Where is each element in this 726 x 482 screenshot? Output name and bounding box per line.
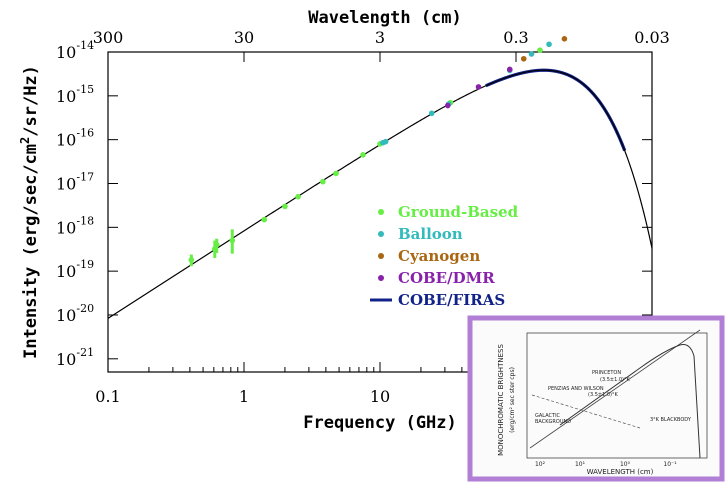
top-axis-title: Wavelength (cm)	[308, 8, 462, 28]
y-axis-title-part: Intensity (erg/sec/cm	[21, 144, 41, 359]
balloon-point	[546, 41, 552, 48]
inset-y-label: MONOCHROMATIC BRIGHTNESS	[497, 344, 505, 456]
inset-annotation-penzias-temp: (3.5±1.0)°K	[588, 392, 618, 398]
inset-1965-figure: MONOCHROMATIC BRIGHTNESS (erg/cm² sec st…	[467, 315, 725, 482]
balloon-point	[382, 138, 389, 145]
legend-label-balloon: Balloon	[398, 225, 463, 243]
y-tick-exponent: -18	[76, 214, 94, 227]
x-tick-label: 1	[239, 387, 249, 406]
top-tick-label: 30	[234, 28, 254, 47]
x-axis-title: Frequency (GHz)	[303, 413, 457, 433]
balloon-point	[528, 51, 535, 57]
y-tick-label: 10-16	[56, 127, 94, 150]
ground-based-point	[229, 237, 236, 244]
legend-swatch-cobe-dmr	[378, 275, 384, 281]
inset-x-tick-label: 10¹	[575, 461, 586, 468]
legend-label-cobe-dmr: COBE/DMR	[398, 269, 495, 287]
y-tick-label: 10-19	[56, 258, 94, 281]
y-tick-exponent: -15	[76, 83, 94, 96]
y-tick-label: 10-20	[56, 302, 94, 325]
balloon-point	[428, 110, 435, 117]
cobe-dmr-point	[475, 84, 482, 90]
data-points	[188, 36, 568, 267]
y-tick-label: 10-21	[56, 346, 94, 369]
legend-swatch-ground-based	[378, 209, 384, 215]
inset-annotation-princeton: PRINCETON	[592, 370, 621, 376]
top-tick-label: 3	[375, 28, 385, 47]
cobe-dmr-point	[444, 102, 451, 109]
y-tick-exponent: -21	[76, 346, 94, 359]
ground-based-point	[537, 47, 543, 53]
legend-label-cyanogen: Cyanogen	[398, 247, 480, 265]
inset-blackbody-curve	[559, 344, 701, 459]
ground-based-point	[320, 178, 326, 185]
ground-based-point	[261, 216, 268, 223]
ground-based-point	[360, 152, 366, 158]
ground-based-point	[282, 203, 288, 210]
inset-y-units: (erg/cm² sec ster cps)	[509, 367, 516, 433]
inset-rayleigh-jeans-line	[529, 329, 701, 449]
y-axis-title-part: /sr/Hz)	[21, 65, 41, 137]
inset-annotation-blackbody: 3°K BLACKBODY	[650, 417, 692, 423]
curves	[107, 68, 653, 319]
inset-border	[467, 315, 725, 482]
y-tick-label: 10-15	[56, 83, 94, 106]
legend-swatch-cyanogen	[378, 253, 384, 259]
inset-annotation-penzias: PENZIAS AND WILSON	[548, 386, 604, 392]
cyanogen-point	[520, 55, 527, 62]
y-tick-exponent: -16	[76, 127, 94, 140]
inset-plot-frame	[526, 332, 708, 459]
y-tick-exponent: -19	[76, 258, 94, 271]
y-tick-exponent: -17	[76, 170, 94, 183]
inset-x-tick-label: 10⁰	[620, 461, 631, 468]
top-tick-label: 0.03	[634, 28, 670, 47]
cyanogen-point	[561, 36, 568, 42]
y-tick-label: 10-18	[56, 214, 94, 237]
legend-label-ground-based: Ground-Based	[398, 203, 519, 221]
blackbody-curve	[107, 69, 653, 319]
inset-annotation-galactic: GALACTIC	[535, 413, 561, 419]
y-tick-label: 10-17	[56, 170, 94, 193]
y-tick-exponent: -20	[76, 302, 94, 315]
x-tick-label: 0.1	[95, 387, 120, 406]
inset-x-tick-label: 10²	[535, 461, 546, 468]
inset-annotation-background: BACKGROUND	[535, 419, 571, 425]
inset-x-label: WAVELENGTH (cm)	[587, 468, 654, 476]
firas-curve	[485, 68, 627, 152]
ground-based-point	[295, 193, 301, 200]
x-tick-label: 10	[370, 387, 390, 406]
ground-based-point	[333, 170, 339, 177]
y-axis-title: Intensity (erg/sec/cm2/sr/Hz)	[18, 65, 41, 359]
top-tick-label: 300	[93, 28, 124, 47]
top-tick-label: 0.3	[503, 28, 528, 47]
inset-annotation-princeton-temp: (3.5±1.0)°K	[600, 377, 630, 383]
cobe-dmr-point	[506, 66, 513, 73]
ground-based-point	[188, 257, 195, 263]
y-axis-title-superscript: 2	[18, 137, 32, 144]
legend-swatch-balloon	[378, 231, 384, 237]
inset-x-tick-label: 10⁻¹	[663, 461, 677, 468]
inset-galactic-line	[531, 394, 641, 429]
legend-label-cobe-firas: COBE/FIRAS	[398, 291, 505, 309]
ground-based-point	[213, 241, 220, 248]
legend: Ground-Based Balloon Cyanogen COBE/DMR COBE/…	[370, 203, 519, 309]
y-tick-label: 10-14	[56, 39, 94, 62]
y-tick-exponent: -14	[76, 39, 94, 52]
